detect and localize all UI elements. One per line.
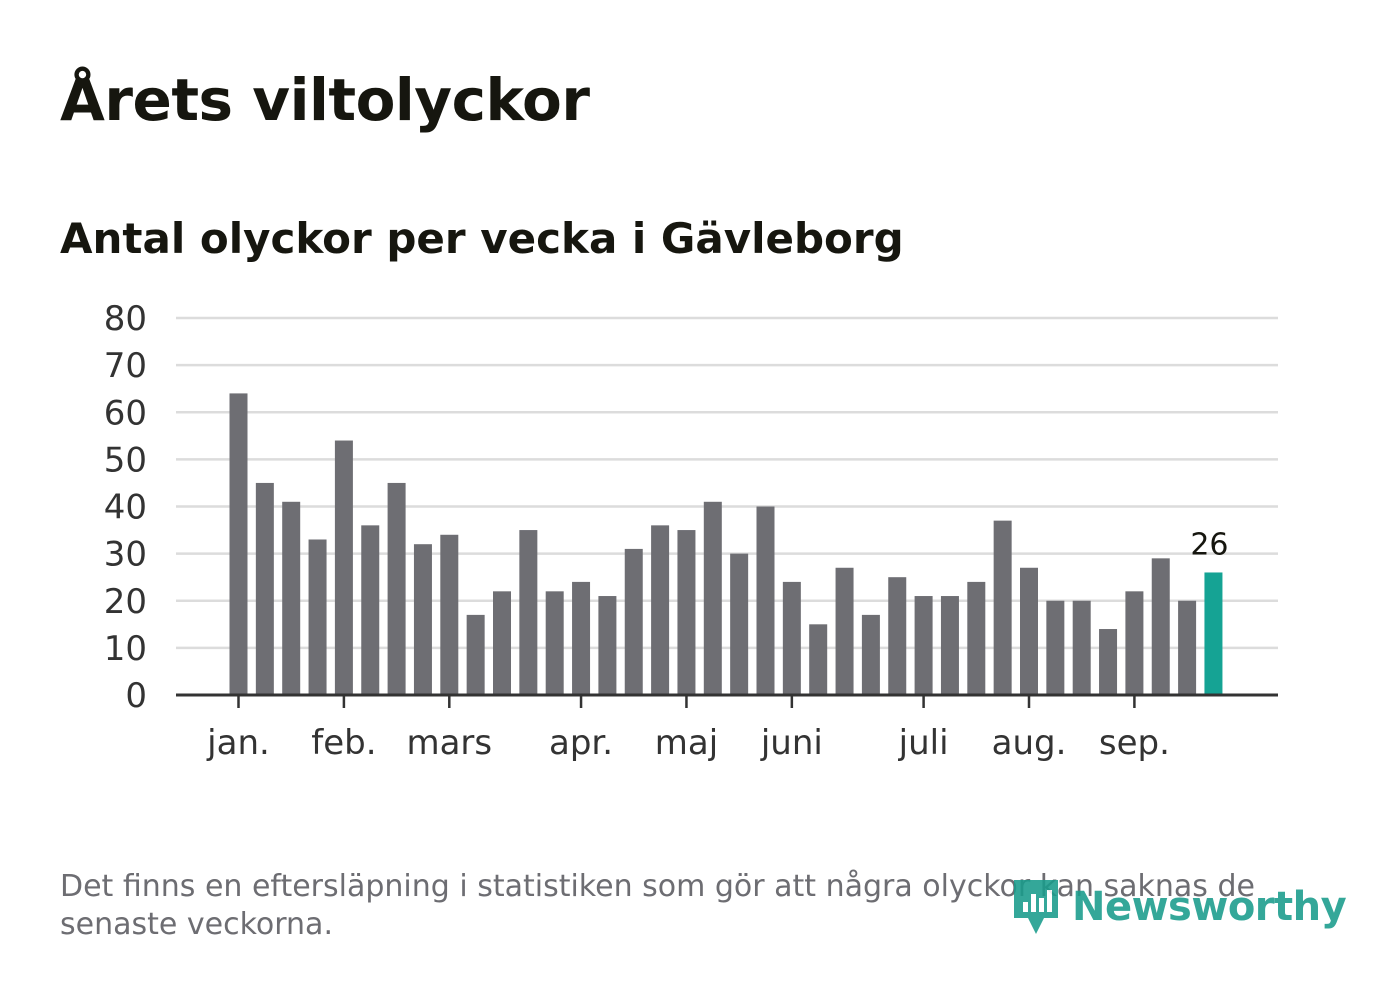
- bar-8: [413, 544, 432, 695]
- x-tick-label-maj: maj: [655, 723, 718, 763]
- bar-17: [651, 525, 670, 695]
- x-tick-label-juli: juli: [898, 723, 949, 763]
- x-tick-label-jan.: jan.: [206, 723, 270, 763]
- bar-15: [598, 596, 617, 695]
- bar-19: [703, 501, 722, 695]
- bar-24: [835, 567, 854, 695]
- y-axis-ticks: 0 10 20 30 40 50 60 70 80: [104, 299, 147, 716]
- bar-34: [1099, 629, 1118, 695]
- x-tick-label-aug.: aug.: [992, 723, 1067, 763]
- y-tick-label-30: 30: [104, 535, 147, 575]
- x-tick-label-mars: mars: [406, 723, 492, 763]
- newsworthy-logo-icon: [1014, 880, 1058, 934]
- bar-1: [229, 393, 248, 695]
- bar-18: [677, 530, 696, 695]
- bar-6: [361, 525, 380, 695]
- bar-12: [519, 530, 538, 695]
- bar-16: [624, 548, 643, 695]
- x-tick-label-apr.: apr.: [549, 723, 613, 763]
- x-tick-label-feb.: feb.: [311, 723, 376, 763]
- bar-9: [440, 534, 459, 695]
- bar-36: [1151, 558, 1170, 695]
- bar-30: [993, 520, 1012, 695]
- x-tick-label-sep.: sep.: [1099, 723, 1170, 763]
- x-tick-label-juni: juni: [760, 723, 823, 763]
- chart-title: Årets viltolyckor: [60, 66, 590, 134]
- annotations: 26: [1190, 527, 1228, 562]
- bar-31: [1020, 567, 1038, 695]
- bar-27: [914, 596, 933, 695]
- bar-11: [493, 591, 511, 695]
- bar-33: [1072, 600, 1091, 695]
- bar-7: [387, 482, 406, 695]
- y-tick-label-70: 70: [104, 346, 147, 386]
- chart-subtitle: Antal olyckor per vecka i Gävleborg: [60, 214, 904, 263]
- bar-21: [756, 506, 775, 695]
- y-tick-label-50: 50: [104, 440, 147, 480]
- y-tick-label-20: 20: [104, 582, 147, 622]
- bar-22: [782, 581, 801, 695]
- bar-10: [466, 614, 485, 695]
- bar-2: [255, 482, 274, 695]
- y-tick-label-10: 10: [104, 629, 147, 669]
- data-label-highlight: 26: [1190, 527, 1228, 562]
- bar-3: [282, 501, 301, 695]
- bar-28: [940, 596, 959, 695]
- bars: [229, 393, 1223, 695]
- bar-4: [308, 539, 327, 695]
- newsworthy-logo[interactable]: Newsworthy: [1010, 876, 1347, 938]
- bar-highlight: [1204, 572, 1223, 695]
- bar-29: [967, 581, 986, 695]
- bar-chart: 0 10 20 30 40 50 60 70 80 jan. feb. mars apr. maj jun…: [104, 299, 1278, 763]
- bar-5: [334, 440, 353, 695]
- bar-23: [809, 624, 828, 695]
- bar-37: [1178, 600, 1197, 695]
- logo-text: Newsworthy: [1072, 884, 1347, 930]
- y-tick-label-60: 60: [104, 393, 147, 433]
- bar-20: [730, 553, 749, 695]
- bar-25: [861, 614, 880, 695]
- grid-lines: [176, 316, 1278, 650]
- y-tick-label-80: 80: [104, 299, 147, 339]
- bar-32: [1046, 600, 1065, 695]
- y-tick-label-40: 40: [104, 488, 147, 528]
- y-tick-label-0: 0: [125, 676, 147, 716]
- bar-35: [1125, 591, 1144, 695]
- bar-26: [888, 577, 907, 695]
- bar-14: [572, 581, 591, 695]
- x-axis: jan. feb. mars apr. maj juni juli aug. sep.: [176, 693, 1278, 763]
- bar-13: [545, 591, 564, 695]
